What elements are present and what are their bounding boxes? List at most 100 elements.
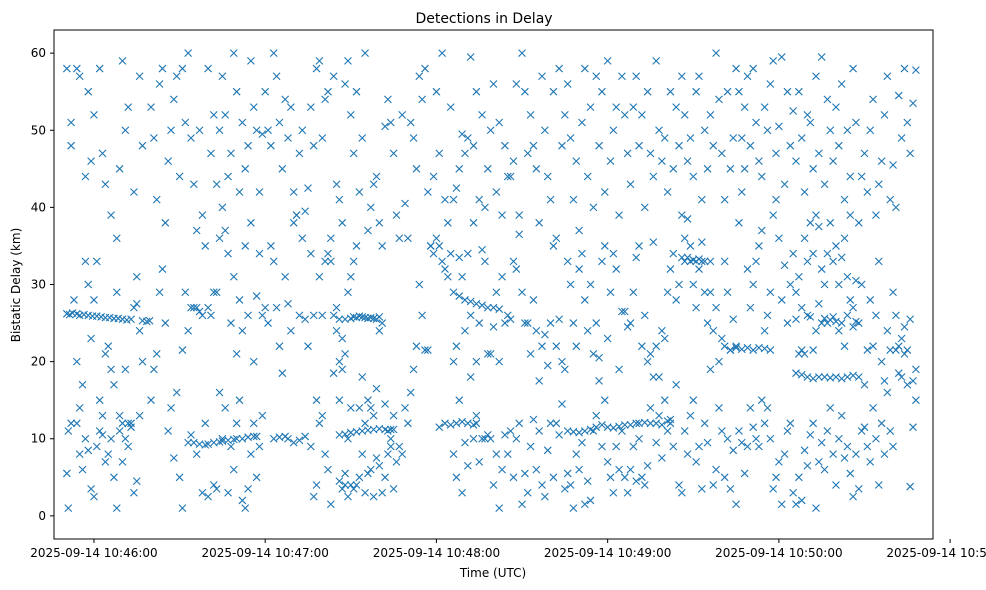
data-point	[540, 492, 549, 501]
data-point	[872, 434, 880, 443]
data-point	[281, 95, 290, 104]
data-point	[232, 434, 241, 443]
data-point	[909, 99, 917, 108]
data-point	[247, 56, 255, 65]
data-point	[600, 242, 609, 250]
data-point	[706, 257, 715, 266]
data-point	[244, 484, 252, 493]
data-point	[384, 427, 392, 435]
data-point	[315, 56, 324, 65]
data-point	[341, 80, 349, 88]
data-point	[600, 188, 609, 196]
data-point	[261, 303, 270, 312]
data-point	[446, 103, 455, 112]
data-point	[615, 211, 623, 219]
data-point	[546, 195, 555, 204]
data-point	[441, 195, 449, 204]
data-point	[344, 288, 352, 297]
data-point	[660, 396, 669, 405]
data-point	[312, 396, 321, 405]
data-point	[769, 56, 778, 65]
data-point	[142, 317, 151, 326]
data-point	[549, 473, 558, 482]
data-point	[478, 434, 486, 443]
data-point	[204, 303, 212, 312]
data-point	[766, 434, 775, 443]
data-point	[874, 481, 883, 489]
data-point	[267, 242, 275, 250]
data-point	[369, 180, 378, 189]
data-point	[315, 272, 324, 281]
data-point	[475, 195, 484, 204]
y-axis-label: Bistatic Delay (km)	[9, 228, 23, 343]
data-point	[306, 103, 315, 112]
data-point	[132, 477, 141, 486]
data-point	[130, 188, 138, 196]
data-point	[720, 473, 729, 482]
data-point	[435, 423, 444, 432]
data-point	[112, 504, 121, 513]
y-tick-label: 50	[31, 123, 46, 137]
data-point	[227, 149, 235, 158]
data-point	[167, 126, 175, 135]
y-tick-label: 10	[31, 432, 46, 446]
data-point	[646, 419, 655, 428]
data-point	[646, 149, 655, 158]
data-point	[149, 134, 158, 142]
data-point	[560, 110, 569, 119]
data-markers	[62, 49, 920, 513]
data-point	[609, 488, 618, 497]
data-point	[90, 492, 98, 501]
data-point	[463, 249, 472, 258]
data-point	[366, 313, 375, 322]
data-point	[381, 400, 389, 408]
data-point	[346, 110, 355, 119]
data-point	[903, 380, 912, 389]
data-point	[700, 288, 709, 297]
data-point	[461, 438, 469, 447]
y-tick-label: 20	[31, 355, 46, 369]
data-point	[783, 427, 792, 435]
data-point	[358, 450, 367, 459]
data-point	[780, 180, 789, 189]
data-point	[158, 64, 167, 73]
data-point	[90, 296, 98, 304]
data-point	[706, 110, 715, 119]
data-point	[632, 477, 641, 486]
data-point	[286, 103, 295, 112]
data-point	[877, 419, 886, 428]
data-point	[843, 272, 852, 281]
data-point	[792, 500, 800, 509]
data-point	[415, 72, 424, 81]
data-point	[189, 303, 198, 312]
data-point	[680, 110, 689, 119]
data-point	[909, 377, 917, 385]
data-point	[529, 415, 538, 424]
data-point	[244, 141, 252, 150]
data-point	[238, 118, 247, 127]
data-point	[626, 420, 635, 429]
data-point	[846, 172, 855, 181]
data-point	[643, 87, 652, 96]
data-point	[432, 234, 441, 243]
data-point	[911, 66, 920, 74]
data-point	[846, 211, 855, 219]
data-point	[789, 107, 798, 115]
data-point	[649, 373, 658, 381]
data-point	[312, 481, 321, 489]
data-point	[426, 242, 435, 250]
data-point	[161, 218, 170, 227]
data-point	[538, 72, 546, 81]
data-point	[598, 87, 606, 96]
data-point	[298, 234, 307, 243]
data-point	[735, 427, 743, 435]
data-point	[235, 396, 244, 405]
data-point	[834, 141, 843, 150]
data-point	[749, 280, 758, 289]
data-point	[760, 419, 769, 428]
data-point	[489, 80, 498, 88]
data-point	[84, 87, 93, 96]
data-point	[635, 141, 643, 150]
data-point	[443, 272, 452, 281]
